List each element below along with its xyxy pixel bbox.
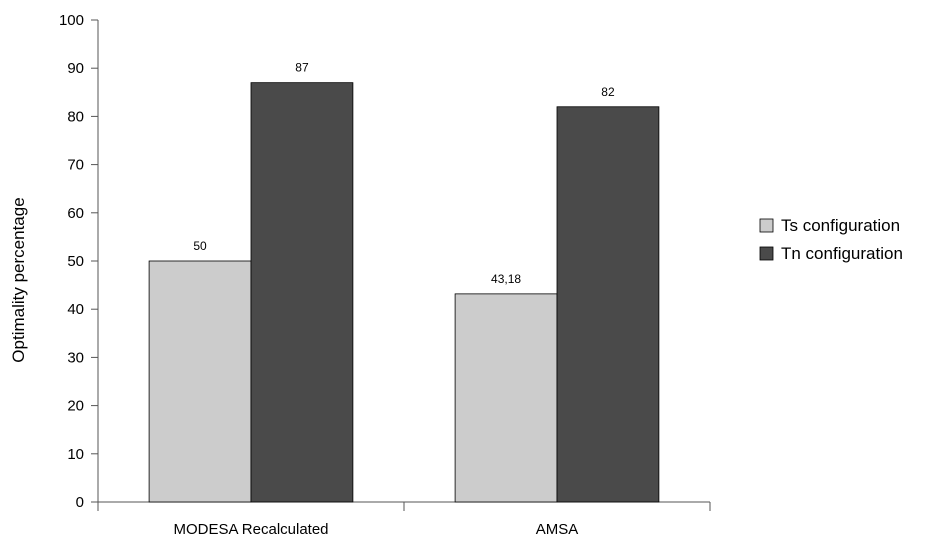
x-category-label: MODESA Recalculated bbox=[173, 521, 328, 538]
legend: Ts configuration Tn configuration bbox=[759, 216, 903, 263]
axes-group: 0 10 20 30 40 50 60 70 80 90 100 MODESA Recalculate… bbox=[59, 12, 711, 538]
y-tick-label: 40 bbox=[67, 301, 84, 318]
data-label: 87 bbox=[295, 61, 309, 75]
bar bbox=[556, 106, 660, 503]
y-tick-label: 60 bbox=[67, 205, 84, 222]
data-labels-group: 50 87 43,18 82 bbox=[193, 61, 615, 286]
y-tick-label: 80 bbox=[67, 108, 84, 125]
data-label: 50 bbox=[193, 239, 207, 253]
data-label: 82 bbox=[601, 85, 615, 99]
y-tick-label: 0 bbox=[76, 494, 84, 511]
legend-label: Tn configuration bbox=[781, 244, 903, 263]
bar bbox=[148, 260, 252, 503]
y-tick-label: 30 bbox=[67, 349, 84, 366]
legend-label: Ts configuration bbox=[781, 216, 900, 235]
y-tick-label: 90 bbox=[67, 60, 84, 77]
y-axis-title: Optimality percentage bbox=[9, 197, 28, 362]
legend-swatch bbox=[759, 246, 774, 261]
data-label: 43,18 bbox=[491, 272, 521, 286]
bars-group bbox=[148, 82, 660, 503]
y-tick-label: 50 bbox=[67, 253, 84, 270]
bar bbox=[454, 293, 558, 503]
y-tick-label: 70 bbox=[67, 157, 84, 174]
y-tick-label: 10 bbox=[67, 446, 84, 463]
bar bbox=[250, 82, 354, 503]
y-tick-label: 20 bbox=[67, 398, 84, 415]
x-category-label: AMSA bbox=[536, 521, 579, 538]
legend-swatch bbox=[759, 218, 774, 233]
y-tick-label: 100 bbox=[59, 12, 84, 29]
